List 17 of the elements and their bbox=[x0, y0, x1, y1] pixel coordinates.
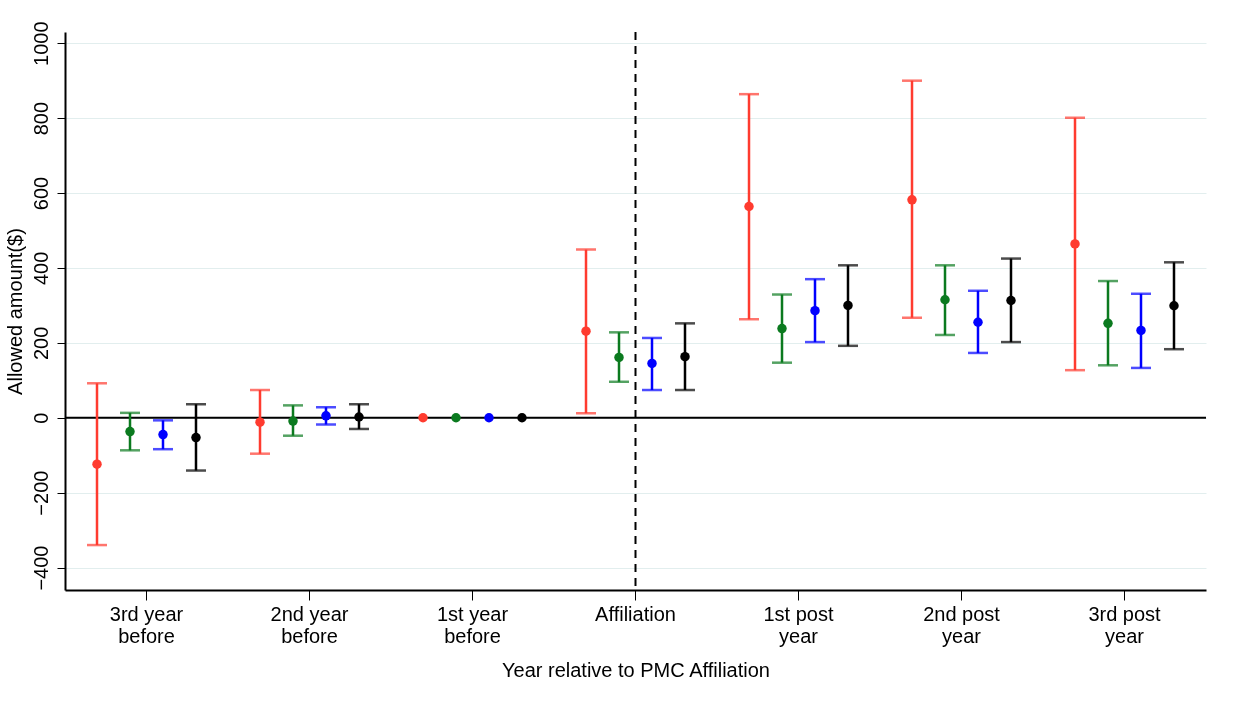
x-tick-label: Affiliation bbox=[595, 602, 676, 625]
x-tick-label: 3rd year before bbox=[109, 602, 184, 647]
y-tick-label: 1000 bbox=[29, 21, 52, 66]
x-tick-label: 2nd year before bbox=[270, 602, 349, 647]
y-tick-label: −400 bbox=[29, 545, 52, 591]
x-tick-label: 2nd post year bbox=[923, 602, 1001, 647]
y-tick-label: 400 bbox=[29, 251, 52, 286]
y-tick-label: 200 bbox=[29, 326, 52, 361]
y-tick-label: 800 bbox=[29, 101, 52, 136]
x-tick-label: 1st year before bbox=[436, 602, 509, 647]
x-tick-label: 3rd post year bbox=[1088, 602, 1162, 647]
x-axis-title: Year relative to PMC Affiliation bbox=[502, 658, 770, 681]
y-tick-label: −200 bbox=[29, 470, 52, 516]
y-axis-title: Allowed amount($) bbox=[3, 228, 26, 395]
y-tick-label: 600 bbox=[29, 176, 52, 211]
y-tick-label: 0 bbox=[29, 412, 52, 424]
x-tick-label: 1st post year bbox=[763, 602, 834, 647]
